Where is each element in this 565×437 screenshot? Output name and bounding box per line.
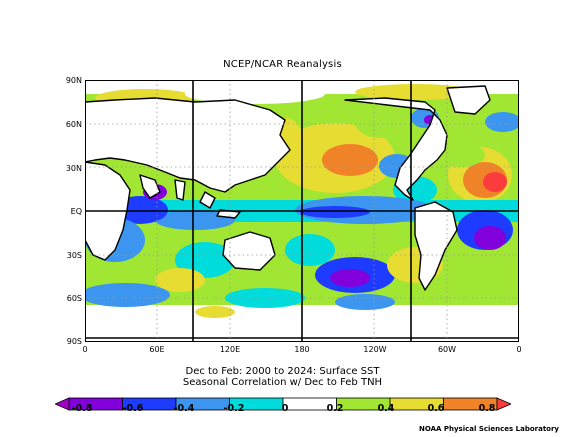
lat-label-90s: 90S [66,337,82,346]
colorbar [55,397,511,411]
colorbar-label-0-6: 0.6 [427,403,445,414]
sst-correlation-map [85,80,519,342]
subtitle-line-1: Dec to Feb: 2000 to 2024: Surface SST [185,366,380,377]
lon-label-60e: 60E [149,345,165,354]
lon-label-180: 180 [294,345,310,354]
lon-label-0-right: 0 [516,345,522,354]
colorbar-label-0: 0 [281,403,289,414]
colorbar-label-neg-0-2: -0.2 [223,403,245,414]
chart-title: NCEP/NCAR Reanalysis [223,59,342,70]
lat-label-30s: 30S [66,251,82,260]
lat-label-30n: 30N [65,164,82,173]
subtitle-line-2: Seasonal Correlation w/ Dec to Feb TNH [182,377,383,388]
colorbar-label-neg-0-4: -0.4 [173,403,195,414]
colorbar-label-0-4: 0.4 [377,403,395,414]
footer-credit: NOAA Physical Sciences Laboratory [418,425,559,433]
lon-label-0-left: 0 [82,345,88,354]
colorbar-label-neg-0-8: -0.8 [71,403,93,414]
colorbar-label-0-2: 0.2 [326,403,344,414]
lat-label-90n: 90N [65,76,82,85]
lon-label-120w: 120W [363,345,387,354]
colorbar-arrow-right [496,397,511,411]
lon-label-60w: 60W [437,345,457,354]
lat-label-60s: 60S [66,294,82,303]
lat-label-eq: EQ [70,207,82,216]
colorbar-label-neg-0-6: -0.6 [122,403,144,414]
lon-label-120e: 120E [219,345,241,354]
lat-label-60n: 60N [65,120,82,129]
colorbar-label-0-8: 0.8 [478,403,496,414]
